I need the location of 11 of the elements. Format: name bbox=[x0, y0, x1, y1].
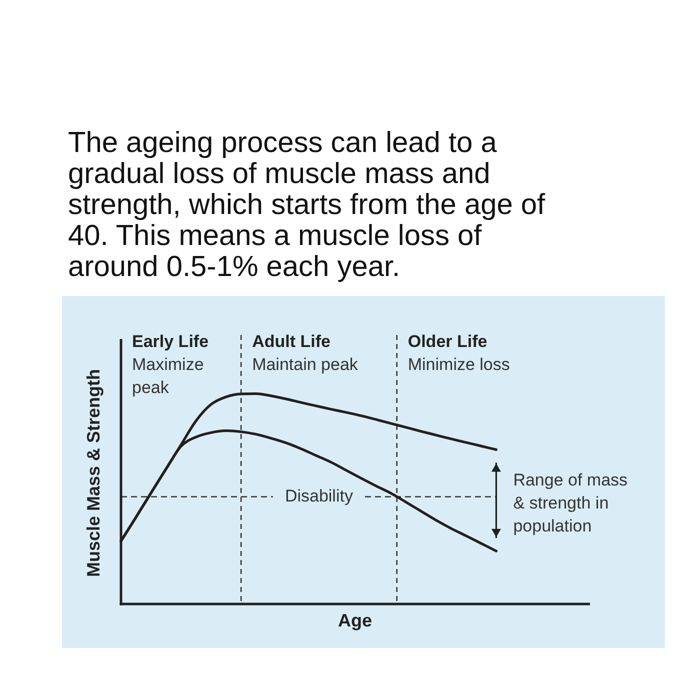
text: Maintain peak bbox=[252, 355, 358, 374]
x-axis-title: Age bbox=[338, 610, 372, 630]
annotation: Maximize peak bbox=[132, 355, 204, 397]
text: Minimize loss bbox=[408, 355, 510, 374]
ref-line-label: Disability bbox=[284, 486, 354, 506]
text: Older Life bbox=[408, 332, 488, 351]
text: Adult Life bbox=[252, 332, 330, 351]
text: Early Life bbox=[132, 332, 209, 351]
y-axis-title: Muscle Mass & Strength bbox=[84, 368, 104, 578]
text: Range of mass & strength in population bbox=[513, 470, 628, 536]
chart-title: The ageing process can lead to a gradual loss of muscle mass and strength, which starts from the age of 40. This means a muscle loss of around 0.5-1% each year. bbox=[68, 127, 546, 283]
